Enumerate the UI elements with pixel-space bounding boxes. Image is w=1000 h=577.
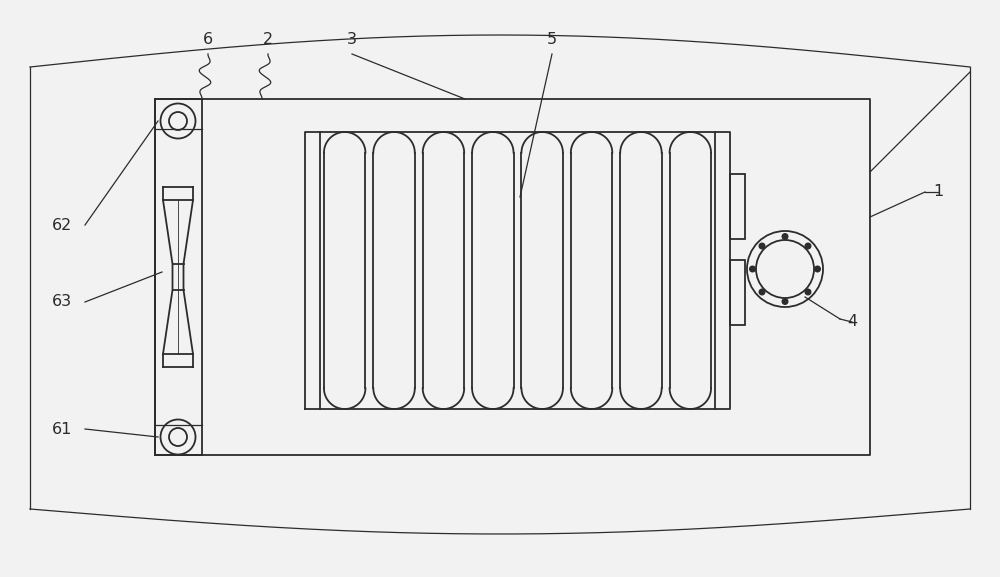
Text: 63: 63 — [52, 294, 72, 309]
Bar — [730, 174, 745, 239]
Circle shape — [750, 266, 755, 272]
Circle shape — [759, 243, 765, 249]
Circle shape — [815, 266, 820, 272]
Circle shape — [759, 289, 765, 295]
Text: 61: 61 — [52, 422, 72, 436]
Text: 2: 2 — [263, 32, 273, 47]
Circle shape — [805, 243, 811, 249]
Bar — [730, 260, 745, 325]
Text: 6: 6 — [203, 32, 213, 47]
Circle shape — [805, 289, 811, 295]
Circle shape — [782, 234, 788, 239]
Text: 1: 1 — [933, 185, 943, 200]
Text: 3: 3 — [347, 32, 357, 47]
Text: 5: 5 — [547, 32, 557, 47]
Circle shape — [782, 299, 788, 304]
Text: 4: 4 — [847, 314, 857, 329]
Text: 62: 62 — [52, 218, 72, 233]
